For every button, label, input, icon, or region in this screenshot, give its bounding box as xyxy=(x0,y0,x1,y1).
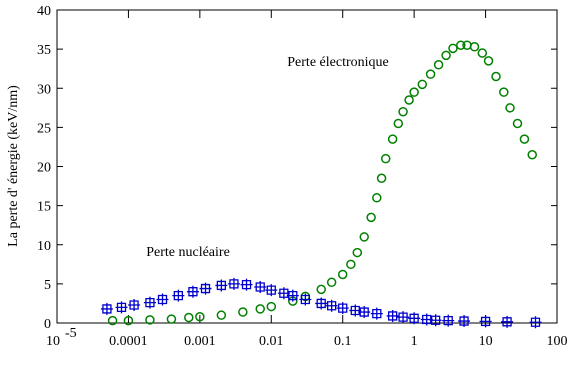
point xyxy=(316,284,326,295)
point xyxy=(325,299,338,312)
point xyxy=(254,281,267,294)
point xyxy=(433,60,444,70)
y-tick-label: 40 xyxy=(37,4,51,19)
point xyxy=(107,315,118,326)
x-tick-label: 1 xyxy=(411,334,418,349)
annotation: Perte électronique xyxy=(287,55,388,70)
y-tick-label: 5 xyxy=(44,278,51,293)
x-tick-label: 0.1 xyxy=(334,334,352,349)
point xyxy=(299,293,312,306)
point xyxy=(420,313,433,326)
point xyxy=(512,118,523,129)
x-tick-label: 0.01 xyxy=(259,334,284,349)
point xyxy=(100,302,113,315)
y-axis-label: La perte d' énergie (keV/nm) xyxy=(6,85,21,247)
point xyxy=(372,193,382,203)
point xyxy=(397,311,410,324)
point xyxy=(477,48,488,58)
point xyxy=(429,314,442,327)
y-tick-label: 30 xyxy=(37,82,51,97)
point xyxy=(195,311,205,322)
point xyxy=(519,134,530,144)
point xyxy=(501,315,514,328)
point xyxy=(393,118,404,129)
point xyxy=(265,284,278,297)
y-tick-label: 20 xyxy=(37,161,51,176)
x-tick-label: 10 xyxy=(46,334,60,349)
point xyxy=(216,310,227,320)
y-tick-label: 25 xyxy=(37,121,51,136)
point xyxy=(326,277,337,288)
point xyxy=(337,269,348,280)
point xyxy=(238,307,248,317)
point xyxy=(469,42,480,52)
point xyxy=(352,247,363,258)
x-tick-label: 100 xyxy=(547,334,568,349)
point xyxy=(479,315,492,328)
point xyxy=(266,301,277,312)
y-tick-label: 10 xyxy=(37,239,51,254)
point xyxy=(358,306,371,319)
point xyxy=(346,259,356,270)
point xyxy=(409,87,419,97)
point xyxy=(366,212,376,223)
point xyxy=(458,315,471,328)
point xyxy=(483,56,494,66)
y-tick-label: 0 xyxy=(44,317,51,332)
point xyxy=(370,307,383,320)
point xyxy=(240,278,253,291)
point xyxy=(359,232,369,242)
point xyxy=(115,301,128,314)
y-tick-label: 35 xyxy=(37,43,51,58)
point xyxy=(145,315,155,325)
point xyxy=(380,153,391,164)
point xyxy=(123,315,134,326)
point xyxy=(199,282,212,295)
point xyxy=(529,316,542,329)
point xyxy=(417,79,428,90)
point xyxy=(387,134,398,144)
point xyxy=(255,304,265,314)
point xyxy=(425,69,436,79)
point xyxy=(491,71,501,82)
point xyxy=(184,312,194,323)
point xyxy=(456,40,466,50)
point xyxy=(408,312,421,325)
point xyxy=(227,277,240,290)
point xyxy=(349,304,362,317)
point xyxy=(172,289,185,302)
point xyxy=(404,95,414,105)
point xyxy=(398,106,408,117)
x-tick-label: 10 xyxy=(479,334,493,349)
point xyxy=(505,103,515,113)
annotation: Perte nucléaire xyxy=(146,245,230,260)
point xyxy=(186,285,199,298)
point xyxy=(448,43,458,54)
point xyxy=(527,150,537,160)
point xyxy=(277,287,290,300)
point xyxy=(143,296,156,309)
point xyxy=(386,309,399,322)
point xyxy=(166,314,177,324)
point xyxy=(442,314,455,327)
point xyxy=(215,279,228,292)
point xyxy=(286,289,299,302)
point xyxy=(156,293,169,306)
point xyxy=(128,299,141,312)
point xyxy=(499,87,509,97)
x-tick-label: 0.0001 xyxy=(109,334,148,349)
point xyxy=(336,302,349,315)
point xyxy=(441,50,451,61)
point xyxy=(376,173,387,183)
x-tick-label: 0.001 xyxy=(184,334,216,349)
x-tick-exponent: -5 xyxy=(65,326,77,341)
y-tick-label: 15 xyxy=(37,200,51,215)
point xyxy=(315,297,328,310)
